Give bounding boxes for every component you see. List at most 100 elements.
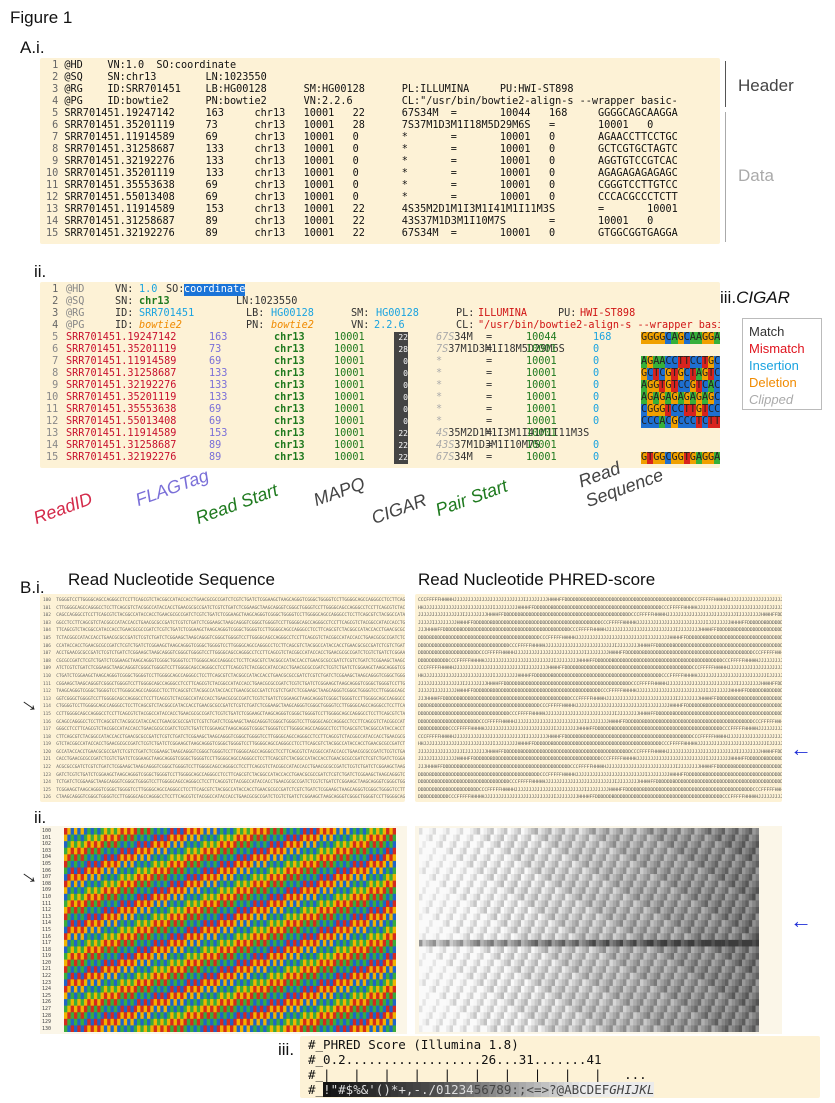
phred-cell xyxy=(487,828,491,835)
base-cell xyxy=(346,847,350,855)
base-cell xyxy=(153,1018,158,1026)
base-cell xyxy=(120,999,125,1006)
phred-cell xyxy=(429,893,433,901)
phred-cell xyxy=(643,887,648,895)
base-cell xyxy=(226,966,231,974)
line-number: 5 xyxy=(46,108,65,119)
base-cell xyxy=(372,1018,377,1026)
base-cell xyxy=(166,992,171,1000)
base-cell xyxy=(103,992,108,1000)
base-cell xyxy=(352,972,357,980)
base-cell xyxy=(369,1012,374,1020)
base-cell xyxy=(77,860,81,868)
base-cell xyxy=(120,854,125,862)
base-cell xyxy=(389,985,393,993)
phred-cell xyxy=(701,900,705,908)
base-cell xyxy=(316,860,320,868)
phred-cell xyxy=(643,841,648,849)
phred-cell xyxy=(544,828,549,835)
base-cell xyxy=(329,906,334,914)
sam-line: 8 SRR701451.31258687 133 chr13 10001 0 *… xyxy=(46,144,678,156)
base-cell xyxy=(233,867,237,875)
base-cell xyxy=(356,1025,360,1032)
phred-cell xyxy=(738,867,743,875)
base-cell xyxy=(70,1018,75,1026)
base-cell xyxy=(156,867,161,875)
header-field: "/usr/bin/bowtie2-align-s --wrapper basi… xyxy=(478,320,720,331)
base-cell xyxy=(349,939,354,947)
phred-cell xyxy=(436,874,440,881)
phred-cell xyxy=(721,906,726,914)
base-cell xyxy=(183,906,188,914)
base-cell xyxy=(293,933,297,941)
base-cell xyxy=(93,966,98,974)
base-cell xyxy=(120,828,125,835)
base-cell xyxy=(316,893,320,901)
base-cell xyxy=(93,900,98,908)
mapq: 22 xyxy=(394,428,408,440)
phred-cell xyxy=(534,874,539,881)
base: G xyxy=(665,368,672,380)
phred-cell xyxy=(449,906,454,914)
read-start: 10001 xyxy=(334,380,365,391)
phred-cell xyxy=(684,874,688,881)
base-cell xyxy=(120,900,125,908)
phred-cell xyxy=(487,841,491,849)
base-cell xyxy=(362,946,367,954)
base-cell xyxy=(366,887,370,895)
base-cell xyxy=(87,985,91,993)
phred-cell xyxy=(449,828,454,835)
phred-cell xyxy=(718,920,722,928)
phred-cell xyxy=(575,920,580,928)
phred-cell xyxy=(490,900,495,908)
sam-line: 11 SRR701451.35553638 69 chr13 10001 0 *… xyxy=(46,180,678,192)
base-cell xyxy=(303,926,307,934)
flag-tag: 69 xyxy=(209,416,222,427)
mapq: 22 xyxy=(394,332,408,344)
base-cell xyxy=(372,999,377,1006)
base-cell xyxy=(153,880,158,888)
phred-cell xyxy=(493,841,498,849)
phred-cell xyxy=(521,860,525,868)
base-cell xyxy=(246,841,251,849)
base-cell xyxy=(64,966,68,974)
base-cell xyxy=(382,972,387,980)
phred-cell xyxy=(419,920,423,928)
phred-cell xyxy=(735,913,739,921)
sam-data-line: 13 SRR701451.11914589 153 chr13 10001 4S 35M2D… xyxy=(46,428,720,440)
base-cell xyxy=(342,847,347,855)
base-cell xyxy=(332,906,337,914)
base-cell xyxy=(153,867,158,875)
base-cell xyxy=(342,1012,347,1020)
base-cell xyxy=(196,926,201,934)
base-cell xyxy=(382,893,387,901)
base-cell xyxy=(166,1005,171,1013)
phred-cell xyxy=(674,893,678,901)
base-cell xyxy=(362,939,367,947)
base-cell xyxy=(266,992,271,1000)
phred-cell xyxy=(626,913,631,921)
base-cell xyxy=(369,939,374,947)
base-cell xyxy=(80,874,85,881)
base-cell xyxy=(352,920,357,928)
phred-cell xyxy=(497,834,501,842)
base-cell xyxy=(273,847,277,855)
base-cell xyxy=(236,933,241,941)
base-cell xyxy=(266,906,271,914)
chrom: chr13 xyxy=(274,416,305,427)
base-cell xyxy=(230,1018,234,1026)
base-cell xyxy=(336,933,340,941)
base-cell xyxy=(100,887,105,895)
base-cell xyxy=(203,933,208,941)
header-field: SRR701451 xyxy=(139,308,195,319)
mapq: 0 xyxy=(394,392,408,404)
phred-cell xyxy=(643,900,648,908)
base-cell xyxy=(147,913,151,921)
phred-cell xyxy=(500,893,505,901)
base: G xyxy=(653,404,660,416)
phred-cell xyxy=(538,834,542,842)
base-cell xyxy=(193,1018,198,1026)
base-cell xyxy=(243,874,247,881)
base-cell xyxy=(322,913,327,921)
base-cell xyxy=(259,1025,264,1032)
